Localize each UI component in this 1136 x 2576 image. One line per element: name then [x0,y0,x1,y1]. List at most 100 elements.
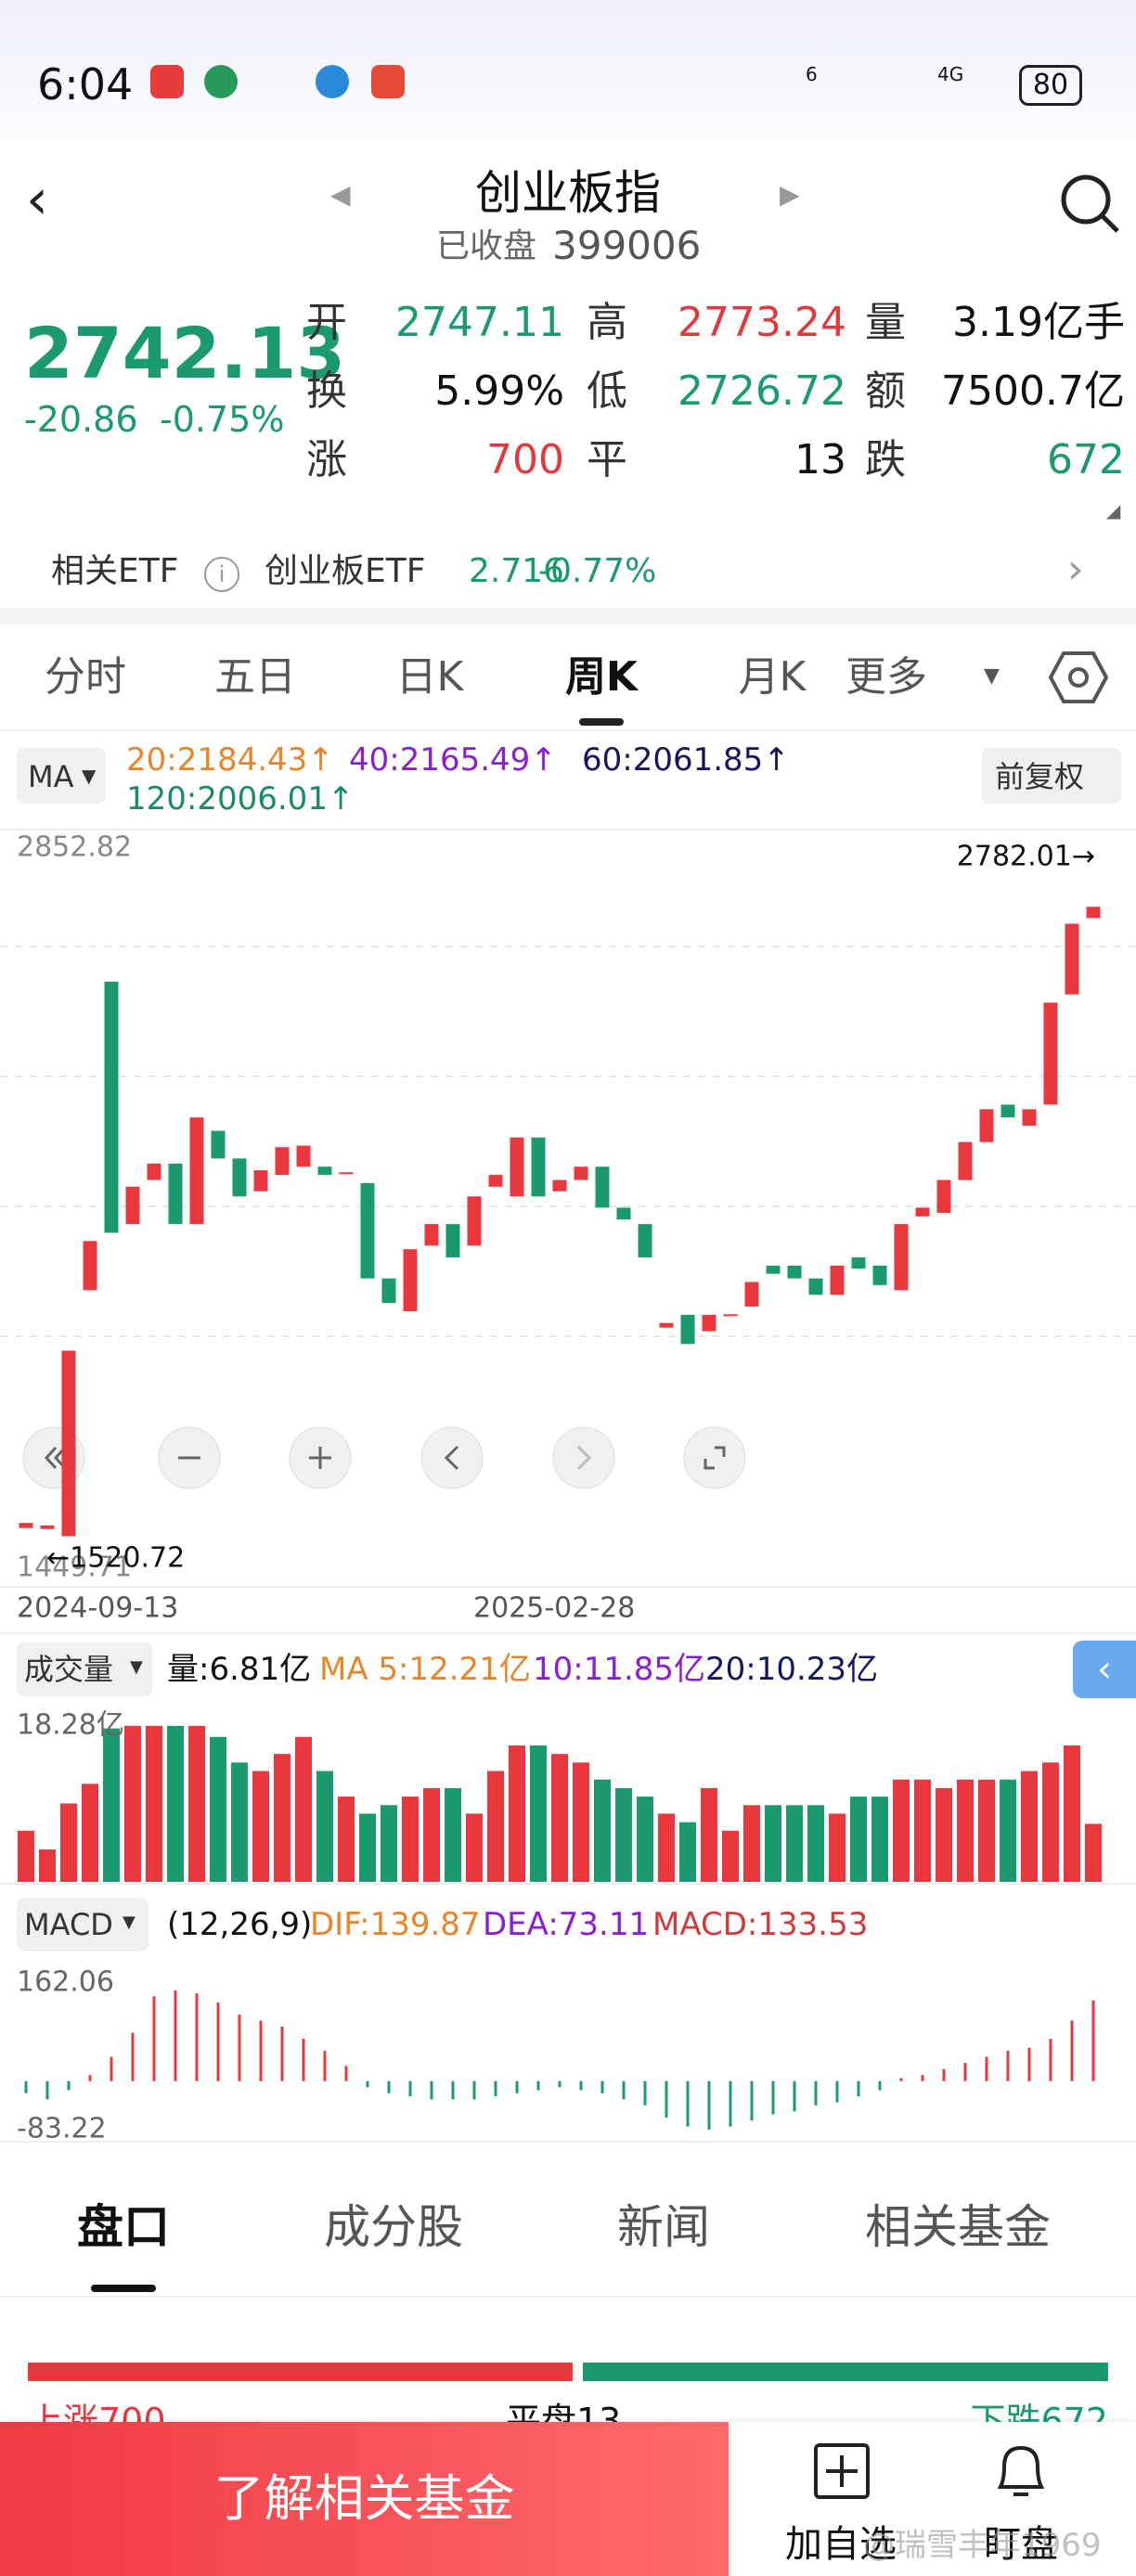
volume-bar [615,1787,632,1882]
volume-bar [359,1813,376,1882]
settings[interactable] [1049,650,1108,705]
btn-fit[interactable] [683,1426,746,1489]
field-value: 2726.72 [678,367,846,415]
net-label: 6 [806,63,818,85]
tab[interactable]: 更多 [846,653,927,701]
volume-bar [573,1762,589,1882]
candle [851,1257,866,1269]
vol-top-label: 18.28亿 [17,1709,124,1742]
volume-bar [957,1779,974,1882]
tab[interactable]: 周K [564,653,639,701]
ma-value: 20:2184.43↑ [126,741,334,779]
candle [659,1322,674,1328]
field-value: 5.99% [434,367,564,415]
btn-left[interactable] [420,1426,484,1489]
y-min-label: 1449.71 [17,1552,132,1584]
breadth-up [28,2363,573,2381]
candle [211,1130,226,1159]
volume-bar [146,1725,162,1882]
volume-bar [316,1771,333,1882]
volume-bar [701,1787,717,1882]
candle [552,1179,567,1191]
vol: 量:6.81亿 [167,1651,312,1688]
volume-bar [18,1830,34,1882]
bottom-tab[interactable]: 成分股 [324,2200,463,2254]
candle [638,1224,652,1258]
chevron[interactable]: › [1067,546,1084,593]
field-label: 涨 [306,436,347,483]
field-value: 2773.24 [678,299,846,346]
volume-bar [252,1771,269,1882]
volume-bar [1000,1779,1016,1882]
volume-bar [829,1813,846,1882]
tab[interactable]: 日K [395,653,464,701]
candle [339,1172,354,1175]
candle [744,1282,759,1307]
candle [830,1265,845,1295]
adjust-select[interactable] [982,748,1121,804]
dea: DEA:73.11 [483,1906,650,1943]
volume-bar [679,1822,696,1882]
field-value: 700 [486,436,564,483]
ma-value: 120:2006.01↑ [126,780,355,818]
cta-button[interactable]: 了解相关基金 [0,2422,729,2576]
chart: 2852.82 1449.71 2782.01→ ←1520.72 2024-09-13… [0,831,1136,2145]
add-icon[interactable] [813,2442,871,2500]
bottom-tab[interactable]: 新闻 [617,2200,710,2254]
title: 创业板指 [475,166,661,220]
candle [83,1241,97,1291]
volume-bar [82,1784,98,1882]
tab[interactable]: 月K [738,653,807,701]
sig-label: 4G [937,63,964,85]
macd-select[interactable] [17,1898,148,1951]
search[interactable] [1058,172,1123,237]
vol-ma20: 20:10.23亿 [705,1651,879,1688]
next[interactable]: ▶ [780,179,800,210]
divider [0,608,1136,625]
volume-bar [167,1725,184,1882]
chart-controls [22,1426,746,1489]
add-label[interactable]: 加自选 [785,2523,897,2566]
prev[interactable]: ◀ [330,179,351,210]
candle [1065,923,1079,995]
volume-bar [231,1762,248,1882]
bottom-tab[interactable]: 相关基金 [865,2200,1051,2254]
macd-min-label: -83.22 [17,2113,107,2145]
vol-select[interactable] [17,1642,152,1696]
macd-params: (12,26,9) [167,1906,313,1943]
candle [488,1175,503,1187]
bottom-tab[interactable]: 盘口 [77,2200,170,2254]
tab[interactable]: 五日 [214,653,296,701]
back[interactable]: ‹ [26,167,48,232]
candle [680,1314,695,1345]
volume-bar [551,1754,568,1882]
candle [915,1207,930,1217]
field-value: 13 [794,436,846,483]
side-tab[interactable]: ‹ [1073,1641,1136,1698]
candle [1086,907,1101,919]
corner: ◢ [1106,499,1121,522]
volume-bar [60,1803,77,1882]
candle [360,1182,375,1279]
volume-bar [914,1779,931,1882]
btn-right[interactable] [552,1426,615,1489]
bell-icon[interactable] [991,2439,1051,2502]
divider [0,829,1136,831]
candle [979,1109,994,1142]
tab[interactable]: 分时 [45,653,126,701]
watch-label[interactable]: 盯盘 [984,2523,1058,2566]
ma-select[interactable] [17,748,106,804]
candle [19,1523,33,1528]
volume-bar [1064,1745,1080,1882]
ma-value: 60:2061.85↑ [582,741,790,779]
volume-bar [1021,1771,1038,1882]
info-icon[interactable]: i [204,557,239,592]
change-pct: -0.75% [160,399,285,440]
volume-bar [103,1728,120,1882]
field-label: 量 [865,299,906,346]
status-text: 已收盘 [436,227,537,265]
date-label: 2024-09-13 [17,1592,178,1625]
candle [510,1137,524,1197]
candle [317,1166,332,1176]
field-value: 672 [1047,436,1125,483]
